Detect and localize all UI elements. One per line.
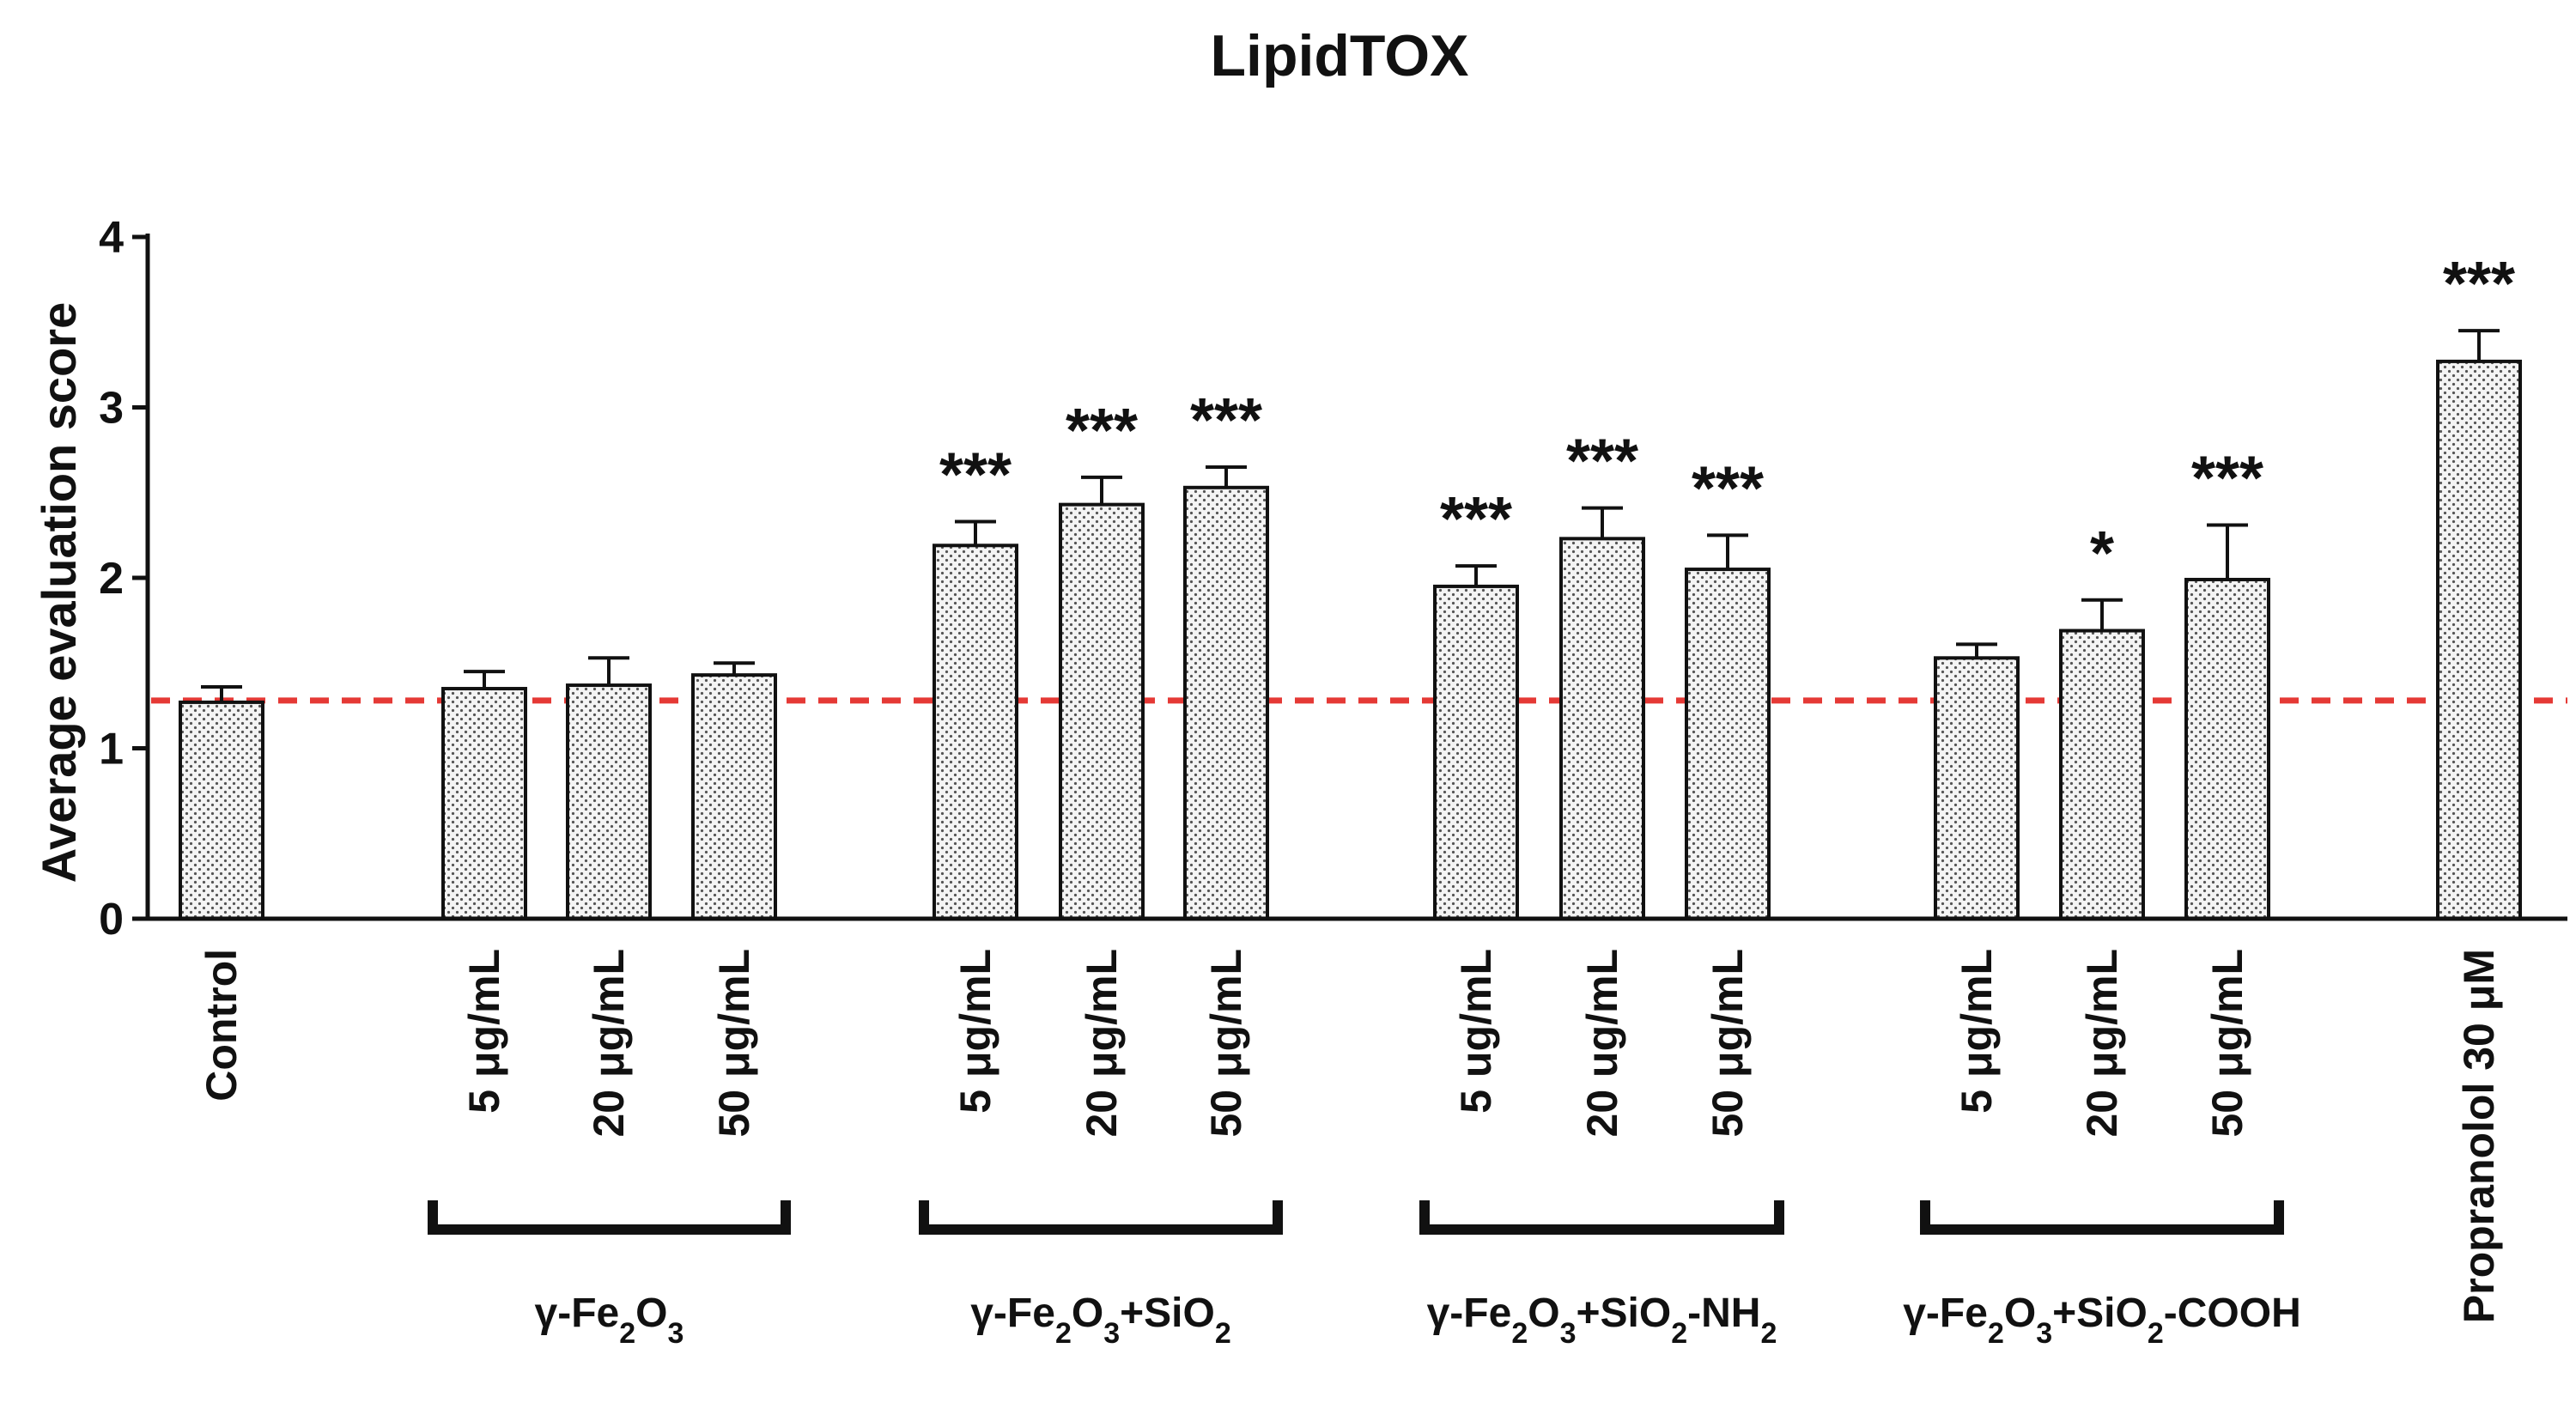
x-tick-label: 5 ug/mL (1452, 949, 1500, 1114)
x-tick-label: 50 μg/mL (2203, 949, 2251, 1138)
group-label: γ-Fe2O3 (535, 1291, 684, 1350)
x-tick-label: 5 μg/mL (460, 949, 508, 1114)
x-tick-label: 20 ug/mL (1578, 949, 1626, 1137)
group-bracket (919, 1200, 1283, 1235)
x-tick-label: 20 μg/mL (2078, 949, 2126, 1138)
significance-marker: *** (1440, 485, 1512, 554)
group-bracket (1920, 1200, 2284, 1235)
x-tick-label: 20 μg/mL (585, 949, 633, 1138)
bars-layer: Control 5 μg/mL 20 μg/mL 50 μg/mL *** 5 μg/mL… (179, 250, 2522, 1323)
bar (1934, 656, 2020, 920)
significance-marker: *** (1692, 454, 1764, 523)
chart-title: LipidTOX (1211, 23, 1469, 88)
y-tick-label: 4 (99, 213, 124, 263)
group-bracket (428, 1200, 791, 1235)
significance-marker: *** (2191, 444, 2263, 513)
bar (441, 687, 527, 921)
x-tick-label: 50 μg/mL (710, 949, 758, 1138)
significance-marker: *** (1190, 386, 1262, 455)
bar (2184, 577, 2270, 920)
significance-marker: *** (939, 440, 1012, 509)
bar (1433, 584, 1519, 920)
x-tick-label: Control (197, 949, 246, 1102)
y-axis-label: Average evaluation score (32, 302, 86, 883)
x-tick-label: 50 μg/mL (1704, 949, 1752, 1138)
bar (1559, 537, 1645, 920)
axes-layer: 0 1 2 3 4 (99, 213, 2567, 944)
x-tick-label: 5 μg/mL (1953, 949, 2001, 1114)
bar (1685, 568, 1771, 920)
group-bracket (1419, 1200, 1784, 1235)
x-tick-label: 5 μg/mL (951, 949, 999, 1114)
x-tick-label: 20 μg/mL (1078, 949, 1126, 1138)
y-tick-label: 0 (99, 895, 124, 944)
x-tick-label: 50 μg/mL (1202, 949, 1250, 1138)
bar (933, 544, 1018, 920)
y-tick-label: 2 (99, 554, 124, 604)
bar (1183, 485, 1269, 920)
group-label: γ-Fe2O3+SiO2 (970, 1291, 1231, 1350)
significance-marker: *** (1066, 397, 1138, 465)
x-tick-label: Propranolol 30 μM (2455, 949, 2503, 1323)
significance-marker: * (2090, 519, 2114, 588)
y-tick-label: 1 (99, 725, 124, 774)
significance-marker: *** (2443, 250, 2515, 319)
bar (1059, 502, 1145, 921)
significance-marker: *** (1566, 428, 1638, 496)
group-label: γ-Fe2O3+SiO2-COOH (1903, 1291, 2301, 1350)
group-label: γ-Fe2O3+SiO2-NH2 (1427, 1291, 1777, 1350)
bar (2059, 629, 2145, 920)
bar (566, 683, 652, 920)
bar (691, 673, 777, 921)
y-tick-label: 3 (99, 384, 124, 434)
group-brackets-layer: γ-Fe2O3 γ-Fe2O3+SiO2 γ-Fe2O3+SiO2-NH2 γ-Fe2… (428, 1200, 2301, 1350)
bar (179, 700, 264, 921)
bar (2436, 359, 2522, 920)
